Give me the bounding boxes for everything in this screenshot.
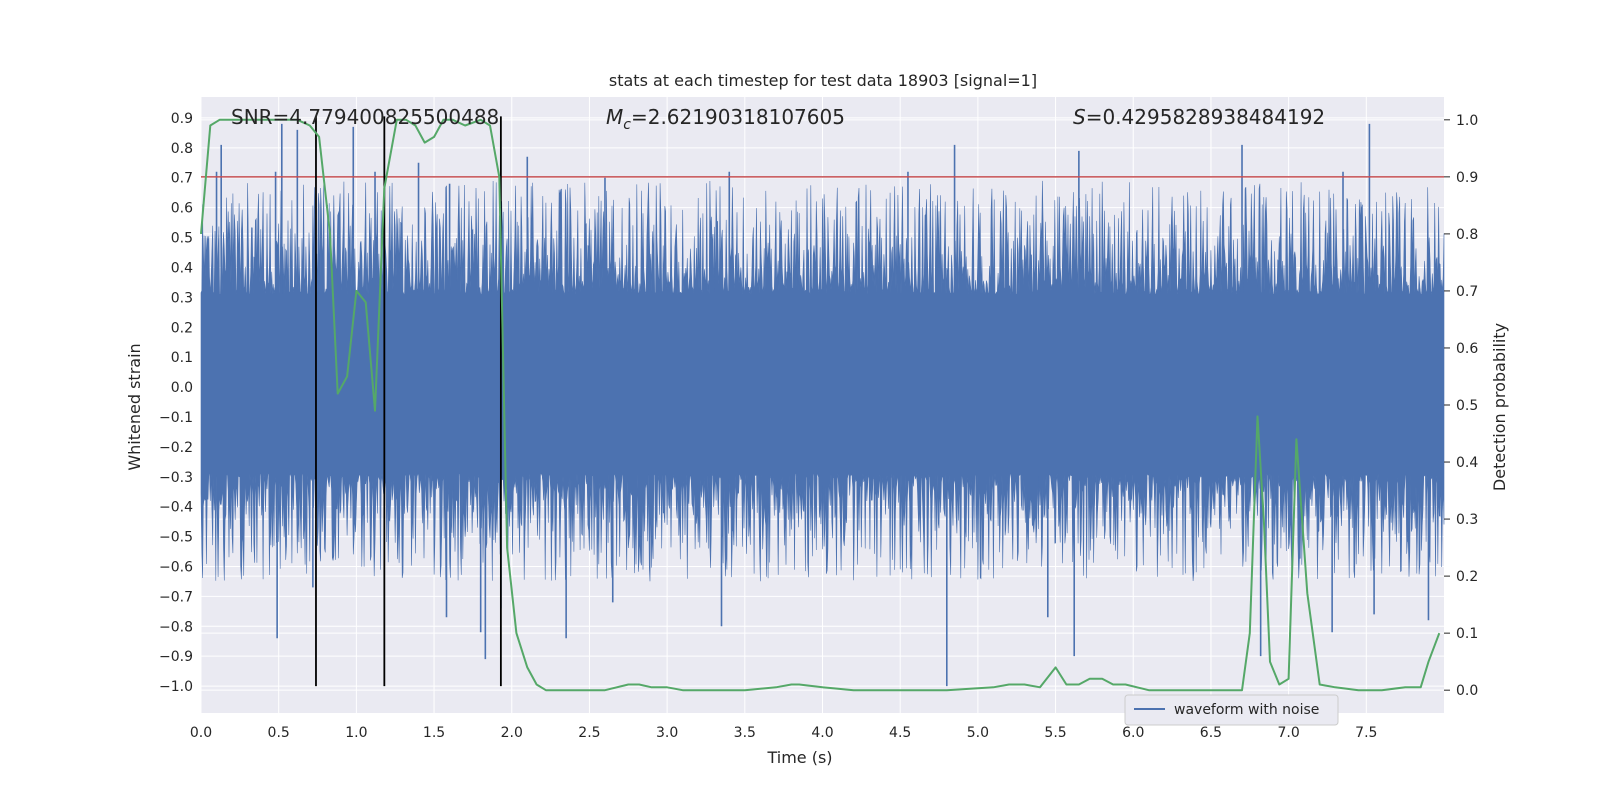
chart-title: stats at each timestep for test data 189… (609, 71, 1037, 90)
y-tick-label: 0.7 (171, 171, 193, 187)
y-tick-label: −0.6 (159, 559, 193, 575)
y-tick-label: 0.9 (171, 111, 193, 127)
x-tick-label: 6.0 (1122, 725, 1144, 741)
y2-tick-label: 0.4 (1456, 455, 1478, 471)
y-tick-label: 0.2 (171, 320, 193, 336)
x-tick-label: 7.0 (1277, 725, 1299, 741)
x-tick-label: 5.5 (1044, 725, 1066, 741)
mc-symbol: M (606, 105, 623, 129)
x-tick-label: 2.0 (501, 725, 523, 741)
s-annotation: S=0.4295828938484192 (1073, 105, 1325, 129)
y2-tick-label: 0.8 (1456, 227, 1478, 243)
y-tick-label: 0.8 (171, 141, 193, 157)
legend: waveform with noise (1124, 694, 1339, 726)
x-tick-label: 2.5 (578, 725, 600, 741)
y-tick-label: −0.3 (159, 470, 193, 486)
x-tick-label: 1.5 (423, 725, 445, 741)
probability-series (200, 118, 1441, 692)
chirp-mass-annotation: Mc=2.62190318107605 (606, 105, 845, 133)
y2-tick-label: 0.0 (1456, 683, 1478, 699)
s-value: =0.4295828938484192 (1086, 105, 1325, 129)
mc-value: =2.62190318107605 (631, 105, 845, 129)
y2-tick-label: 0.5 (1456, 398, 1478, 414)
y-tick-label: −0.7 (159, 589, 193, 605)
y-axis-label: Whitened strain (125, 343, 144, 470)
y-tick-label: 0.5 (171, 231, 193, 247)
x-tick-label: 1.0 (345, 725, 367, 741)
waveform-noise-band (200, 180, 1445, 582)
y2-tick-label: 0.1 (1456, 626, 1478, 642)
y-tick-label: 0.3 (171, 290, 193, 306)
y-tick-label: −0.2 (159, 440, 193, 456)
y2-tick-label: 0.2 (1456, 569, 1478, 585)
y2-tick-label: 0.7 (1456, 284, 1478, 300)
y-tick-label: 0.1 (171, 350, 193, 366)
legend-box (1124, 694, 1339, 726)
x-tick-label: 4.0 (811, 725, 833, 741)
y2-tick-label: 1.0 (1456, 113, 1478, 129)
probability-line (200, 118, 1441, 692)
y-tick-label: 0.6 (171, 201, 193, 217)
x-tick-label: 5.0 (967, 725, 989, 741)
waveform-series (200, 123, 1445, 687)
y2-axis-label: Detection probability (1490, 323, 1509, 491)
snr-annotation: SNR=4.779400825500488 (231, 105, 499, 129)
x-tick-label: 4.5 (889, 725, 911, 741)
x-axis-label: Time (s) (766, 748, 832, 767)
y-tick-label: 0.0 (171, 380, 193, 396)
y-tick-label: −1.0 (159, 679, 193, 695)
y2-tick-label: 0.9 (1456, 170, 1478, 186)
x-tick-label: 6.5 (1200, 725, 1222, 741)
x-tick-label: 7.5 (1355, 725, 1377, 741)
y-tick-label: 0.4 (171, 260, 193, 276)
y2-tick-label: 0.6 (1456, 341, 1478, 357)
y-tick-label: −0.9 (159, 649, 193, 665)
x-tick-label: 0.0 (190, 725, 212, 741)
y-tick-label: −0.1 (159, 410, 193, 426)
y-tick-label: −0.4 (159, 500, 193, 516)
y2-tick-label: 0.3 (1456, 512, 1478, 528)
mc-subscript: c (623, 117, 631, 133)
y-tick-label: −0.8 (159, 619, 193, 635)
tick-labels: 0.0 0.5 1.0 1.5 2.0 2.5 3.0 3.5 4.0 4.5 5.0 5.5 6.0 6… (159, 111, 1478, 741)
x-tick-label: 3.5 (734, 725, 756, 741)
x-tick-label: 0.5 (268, 725, 290, 741)
x-tick-label: 3.0 (656, 725, 678, 741)
legend-label: waveform with noise (1174, 702, 1319, 718)
y-tick-label: −0.5 (159, 530, 193, 546)
s-symbol: S (1073, 105, 1086, 129)
